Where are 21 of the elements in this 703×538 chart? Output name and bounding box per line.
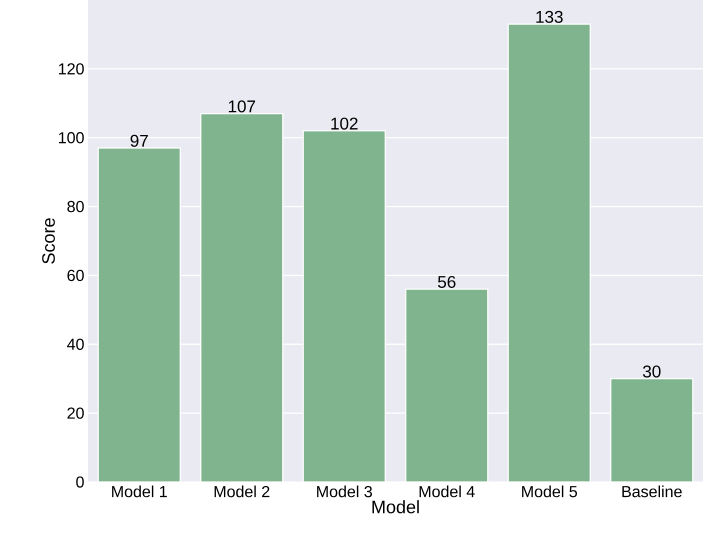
y-tick-label: 120 (58, 63, 84, 75)
x-tick-label: Model 4 (420, 486, 475, 498)
x-tick-label: Baseline (622, 486, 682, 498)
x-tick-label: Model 1 (112, 486, 167, 498)
y-axis-title: Score (42, 218, 55, 264)
y-tick-label: 0 (76, 476, 84, 488)
data-label: 102 (331, 118, 358, 130)
x-tick-label: Model 5 (522, 486, 578, 498)
x-tick-label: Model 3 (317, 486, 372, 498)
data-label: 133 (536, 10, 563, 23)
data-label: 56 (438, 276, 456, 288)
y-tick-label: 80 (67, 200, 84, 212)
y-tick-label: 20 (67, 407, 84, 419)
x-axis-title: Model (372, 500, 419, 514)
data-label: 97 (130, 134, 148, 147)
x-tick-label: Model 2 (214, 486, 270, 498)
data-label: 107 (228, 100, 256, 112)
data-label: 30 (642, 365, 661, 378)
y-tick-label: 60 (67, 270, 84, 282)
y-tick-label: 40 (67, 338, 84, 350)
y-tick-label: 100 (58, 132, 84, 144)
